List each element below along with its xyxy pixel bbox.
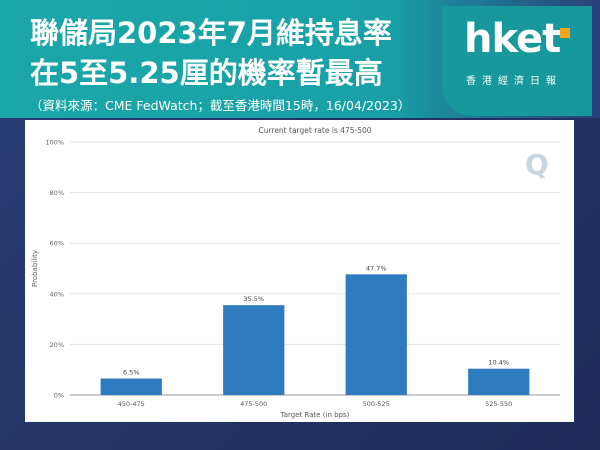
bar	[100, 378, 162, 395]
data-label: 6.5%	[123, 369, 140, 377]
q-logo-icon: Q	[525, 148, 549, 181]
bar	[468, 368, 530, 395]
y-axis-label: Probability	[31, 250, 39, 287]
x-tick-label: 500-525	[363, 400, 390, 408]
y-tick-label: 100%	[45, 139, 64, 147]
x-tick-label: 475-500	[240, 400, 267, 408]
chart-panel: Current target rate is 475-500 0% 20% 40% 60…	[25, 120, 574, 422]
source-note: （資料來源：CME FedWatch；截至香港時間15時，16/04/2023）	[30, 98, 411, 113]
data-label: 10.4%	[488, 359, 509, 367]
y-tick-label: 40%	[50, 290, 64, 298]
x-tick-label: 525-550	[485, 400, 512, 408]
data-label: 35.5%	[243, 295, 264, 303]
brand-name: hket	[464, 16, 561, 62]
logo-accent-dot	[560, 28, 570, 38]
bar-chart: Current target rate is 475-500 0% 20% 40% 60…	[31, 126, 560, 419]
x-tick-label: 450-475	[118, 400, 145, 408]
title-line-1: 聯儲局2023年7月維持息率	[30, 16, 392, 50]
brand-subtitle: 香港經濟日報	[466, 76, 562, 87]
brand-logo: hket 香港經濟日報	[442, 6, 592, 116]
y-tick-label: 80%	[50, 189, 64, 197]
data-label: 47.7%	[366, 264, 387, 272]
y-tick-label: 60%	[50, 240, 64, 248]
bar	[223, 305, 285, 395]
chart-title: Current target rate is 475-500	[258, 126, 371, 135]
title-line-2: 在5至5.25厘的機率暫最高	[30, 56, 383, 90]
y-tick-label: 20%	[50, 341, 64, 349]
y-tick-label: 0%	[54, 392, 64, 400]
x-axis-label: Target Rate (in bps)	[280, 411, 350, 419]
bar	[345, 274, 407, 395]
